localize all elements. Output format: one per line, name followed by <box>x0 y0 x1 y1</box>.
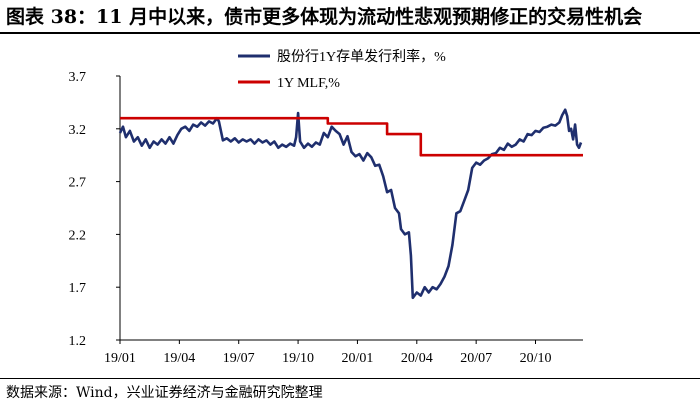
series-line-mlf-rate <box>120 116 583 157</box>
line-chart: 1.2 1.7 2.2 2.7 3.2 3.7 19/01 19/04 19/07 19/10 2… <box>69 48 583 366</box>
y-tick-label: 1.7 <box>69 281 87 296</box>
x-tick-label: 19/07 <box>223 351 255 366</box>
legend-label-bank-cd-rate: 股份行1Y存单发行利率，% <box>277 48 446 65</box>
y-tick-group: 1.2 1.7 2.2 2.7 3.2 3.7 <box>69 70 120 349</box>
y-tick-label: 3.7 <box>69 70 87 85</box>
plot-area <box>119 76 583 341</box>
y-tick-label: 2.2 <box>69 228 87 243</box>
y-tick-label: 1.2 <box>69 334 87 349</box>
x-tick-label: 20/07 <box>460 351 492 366</box>
x-tick-label: 19/04 <box>163 351 195 366</box>
x-tick-label: 20/01 <box>341 351 373 366</box>
x-tick-label: 20/10 <box>520 351 552 366</box>
series-group <box>118 108 583 300</box>
x-tick-label: 20/04 <box>401 351 433 366</box>
y-tick-label: 3.2 <box>69 123 87 138</box>
legend: 股份行1Y存单发行利率，% 1Y MLF,% <box>238 48 446 91</box>
y-tick-label: 2.7 <box>69 176 87 191</box>
title-divider <box>0 32 700 34</box>
x-tick-label: 19/10 <box>282 351 314 366</box>
legend-label-mlf-rate: 1Y MLF,% <box>277 76 340 91</box>
source-divider <box>0 378 700 379</box>
chart-title: 图表 38：11 月中以来，债市更多体现为流动性悲观预期修正的交易性机会 <box>6 6 643 28</box>
series-line-bank-cd-rate <box>118 108 583 300</box>
source-note: 数据来源：Wind，兴业证券经济与金融研究院整理 <box>6 385 323 401</box>
x-tick-group: 19/01 19/04 19/07 19/10 20/01 20/04 20/07 20/10 <box>104 340 551 366</box>
x-tick-label: 19/01 <box>104 351 136 366</box>
